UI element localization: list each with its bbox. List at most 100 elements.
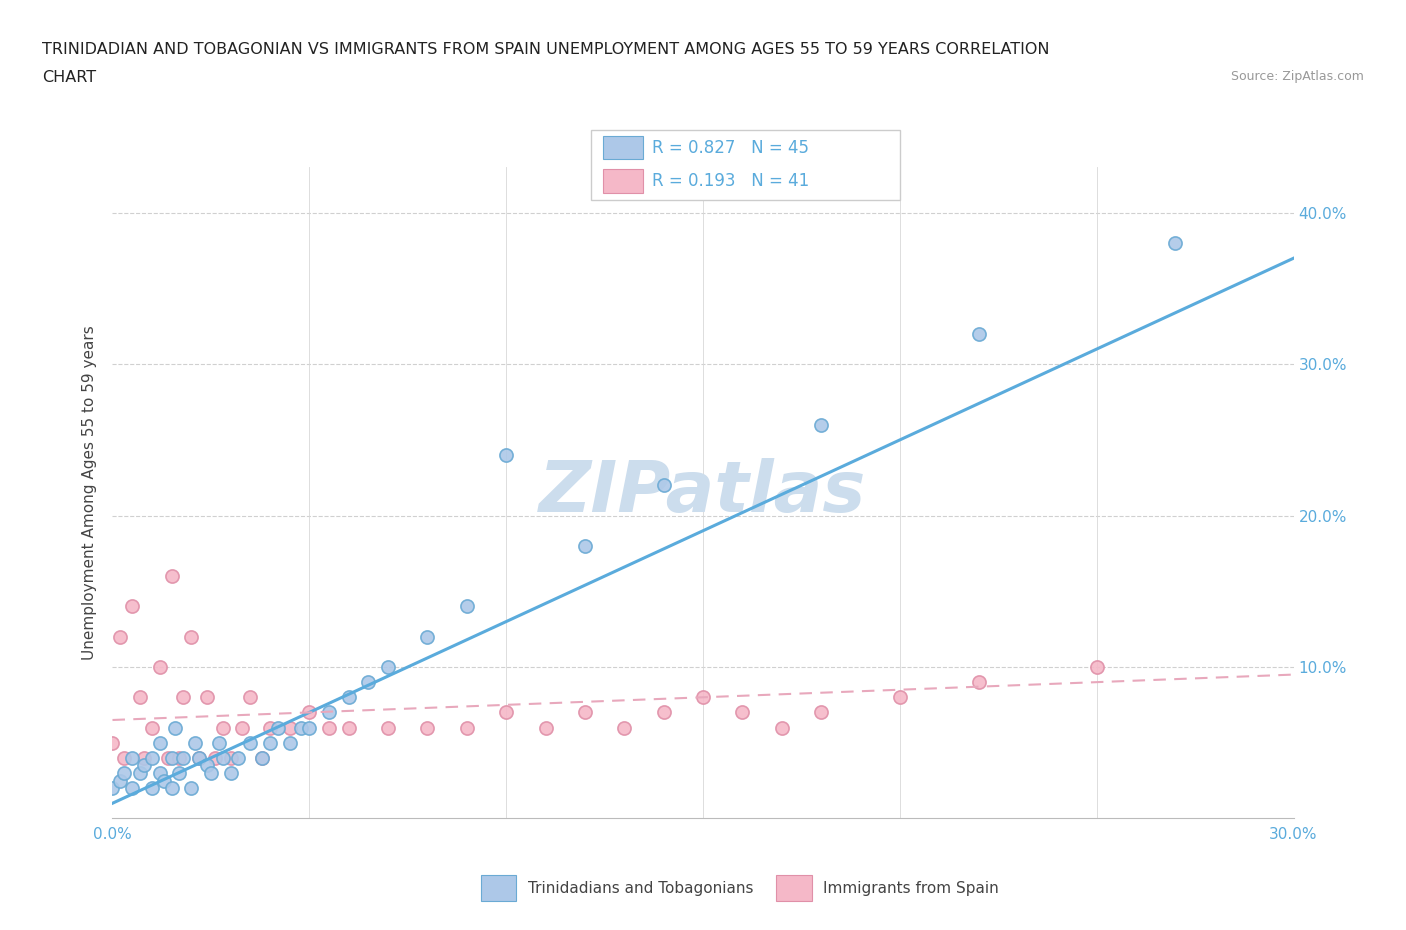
Point — [239, 690, 262, 705]
Point — [141, 751, 163, 765]
Point — [337, 720, 360, 735]
Point — [967, 674, 990, 689]
Point — [121, 599, 143, 614]
Point — [208, 736, 231, 751]
Point — [731, 705, 754, 720]
Point — [149, 765, 172, 780]
Point — [141, 780, 163, 795]
Point — [112, 751, 135, 765]
Point — [172, 751, 194, 765]
Point — [188, 751, 211, 765]
Point — [810, 705, 832, 720]
Text: R = 0.827   N = 45: R = 0.827 N = 45 — [652, 139, 810, 156]
Point — [132, 758, 155, 773]
Point — [259, 736, 281, 751]
Point — [298, 720, 321, 735]
Point — [278, 720, 301, 735]
Point — [574, 538, 596, 553]
Point — [149, 659, 172, 674]
Point — [121, 751, 143, 765]
Point — [259, 720, 281, 735]
Point — [101, 736, 124, 751]
Point — [267, 720, 290, 735]
Point — [613, 720, 636, 735]
Text: ZIPatlas: ZIPatlas — [540, 458, 866, 527]
Point — [534, 720, 557, 735]
Point — [652, 478, 675, 493]
Point — [231, 720, 253, 735]
Point — [195, 690, 218, 705]
Bar — [481, 875, 516, 901]
Text: Immigrants from Spain: Immigrants from Spain — [824, 881, 1000, 896]
Point — [290, 720, 312, 735]
Point — [110, 630, 132, 644]
Text: Trinidadians and Tobagonians: Trinidadians and Tobagonians — [529, 881, 754, 896]
Point — [211, 720, 233, 735]
Text: Source: ZipAtlas.com: Source: ZipAtlas.com — [1230, 70, 1364, 83]
Point — [495, 447, 517, 462]
Point — [967, 326, 990, 341]
Bar — [776, 875, 811, 901]
Point — [156, 751, 179, 765]
Point — [112, 765, 135, 780]
Point — [357, 674, 380, 689]
Point — [160, 569, 183, 584]
Point — [318, 720, 340, 735]
Point — [204, 751, 226, 765]
FancyBboxPatch shape — [591, 130, 900, 200]
Text: TRINIDADIAN AND TOBAGONIAN VS IMMIGRANTS FROM SPAIN UNEMPLOYMENT AMONG AGES 55 T: TRINIDADIAN AND TOBAGONIAN VS IMMIGRANTS… — [42, 42, 1050, 57]
Point — [456, 599, 478, 614]
Point — [298, 705, 321, 720]
Point — [318, 705, 340, 720]
Point — [195, 758, 218, 773]
Point — [211, 751, 233, 765]
Text: R = 0.193   N = 41: R = 0.193 N = 41 — [652, 172, 810, 190]
Point — [219, 765, 242, 780]
Point — [132, 751, 155, 765]
Point — [337, 690, 360, 705]
Point — [250, 751, 273, 765]
Point — [169, 765, 191, 780]
Point — [228, 751, 250, 765]
Point — [180, 630, 202, 644]
Point — [152, 773, 174, 788]
Point — [149, 736, 172, 751]
Point — [456, 720, 478, 735]
Point — [889, 690, 911, 705]
Point — [200, 765, 222, 780]
Point — [160, 780, 183, 795]
Point — [377, 659, 399, 674]
Point — [121, 780, 143, 795]
Bar — [603, 169, 643, 193]
Point — [377, 720, 399, 735]
Point — [574, 705, 596, 720]
Point — [250, 751, 273, 765]
Point — [239, 736, 262, 751]
Point — [180, 780, 202, 795]
Point — [810, 418, 832, 432]
Text: CHART: CHART — [42, 70, 96, 85]
Bar — [603, 136, 643, 160]
Point — [219, 751, 242, 765]
Point — [129, 690, 152, 705]
Point — [652, 705, 675, 720]
Point — [1085, 659, 1108, 674]
Y-axis label: Unemployment Among Ages 55 to 59 years: Unemployment Among Ages 55 to 59 years — [82, 326, 97, 660]
Point — [101, 780, 124, 795]
Point — [1164, 235, 1187, 250]
Point — [188, 751, 211, 765]
Point — [278, 736, 301, 751]
Point — [110, 773, 132, 788]
Point — [160, 751, 183, 765]
Point — [129, 765, 152, 780]
Point — [172, 690, 194, 705]
Point — [184, 736, 207, 751]
Point — [416, 630, 439, 644]
Point — [169, 751, 191, 765]
Point — [770, 720, 793, 735]
Point — [692, 690, 714, 705]
Point — [416, 720, 439, 735]
Point — [141, 720, 163, 735]
Point — [165, 720, 187, 735]
Point — [495, 705, 517, 720]
